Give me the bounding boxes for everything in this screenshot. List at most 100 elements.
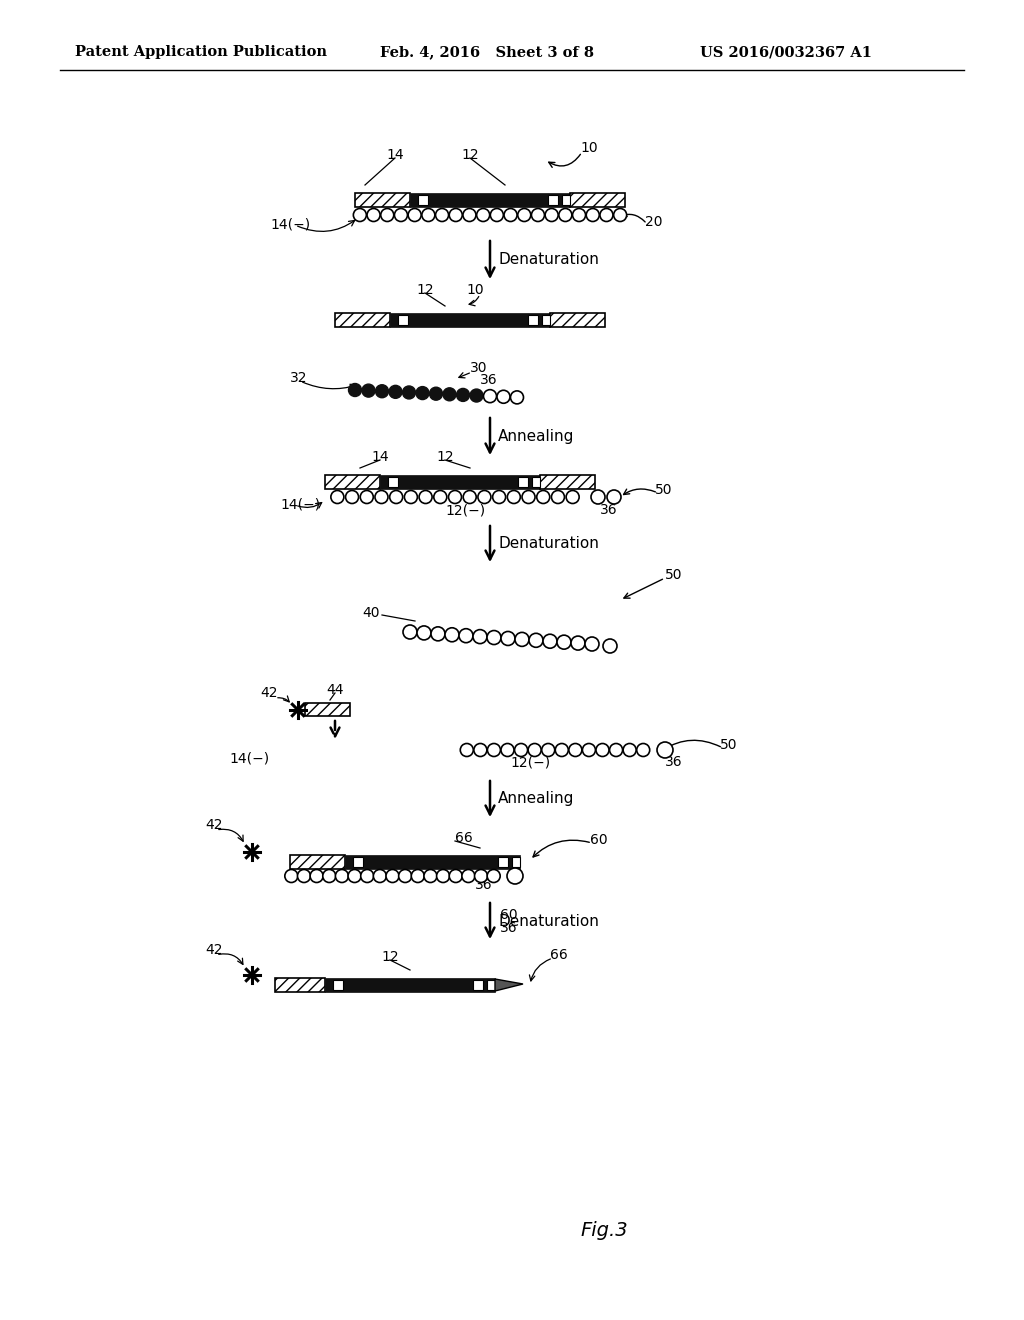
Bar [398, 315, 408, 325]
Bar [498, 857, 508, 867]
Circle shape [419, 491, 432, 503]
Circle shape [493, 491, 506, 503]
Bar [518, 477, 528, 487]
Text: 36: 36 [500, 921, 517, 935]
Circle shape [555, 743, 568, 756]
Text: 50: 50 [655, 483, 673, 498]
Text: Patent Application Publication: Patent Application Publication [75, 45, 327, 59]
Circle shape [637, 743, 649, 756]
Circle shape [566, 491, 580, 503]
Circle shape [476, 209, 489, 222]
Circle shape [507, 491, 520, 503]
Circle shape [285, 870, 298, 883]
Bar [570, 193, 625, 207]
Circle shape [501, 743, 514, 756]
Circle shape [348, 870, 361, 883]
Circle shape [478, 491, 490, 503]
Circle shape [542, 743, 555, 756]
Circle shape [515, 632, 529, 647]
Bar [353, 857, 362, 867]
Circle shape [483, 389, 497, 403]
Text: 36: 36 [600, 503, 617, 517]
Bar [290, 855, 345, 869]
Circle shape [501, 631, 515, 645]
Bar [550, 313, 605, 327]
Circle shape [507, 869, 523, 884]
Circle shape [435, 209, 449, 222]
Bar [410, 193, 570, 207]
Text: Fig.3: Fig.3 [580, 1221, 628, 1239]
Bar [275, 978, 325, 993]
Text: 30: 30 [470, 360, 487, 375]
Circle shape [310, 870, 324, 883]
Bar [305, 704, 350, 715]
Text: 36: 36 [665, 755, 683, 770]
Circle shape [404, 491, 418, 503]
Text: 12: 12 [461, 148, 479, 162]
Circle shape [657, 742, 673, 758]
Circle shape [457, 388, 469, 401]
Circle shape [557, 635, 571, 649]
Circle shape [515, 743, 527, 756]
Text: 40: 40 [362, 606, 380, 620]
Circle shape [487, 743, 501, 756]
Circle shape [473, 630, 487, 644]
Bar [355, 193, 410, 207]
Circle shape [422, 209, 435, 222]
Text: 14: 14 [386, 148, 403, 162]
Text: Denaturation: Denaturation [498, 252, 599, 268]
Bar [325, 978, 495, 993]
Circle shape [360, 870, 374, 883]
Text: 66: 66 [455, 832, 473, 845]
Text: 12(−): 12(−) [445, 503, 485, 517]
Circle shape [449, 491, 462, 503]
Circle shape [504, 209, 517, 222]
Text: 42: 42 [205, 942, 222, 957]
Text: 50: 50 [665, 568, 683, 582]
Circle shape [463, 209, 476, 222]
Circle shape [412, 870, 424, 883]
Circle shape [591, 490, 605, 504]
Circle shape [603, 639, 617, 653]
Circle shape [416, 387, 429, 400]
Text: Denaturation: Denaturation [498, 913, 599, 928]
Circle shape [462, 870, 475, 883]
Text: 14: 14 [371, 450, 389, 465]
Circle shape [353, 209, 367, 222]
Circle shape [607, 490, 621, 504]
Circle shape [459, 628, 473, 643]
Bar [540, 475, 595, 488]
Circle shape [571, 636, 585, 649]
Bar [390, 313, 550, 327]
Bar [418, 195, 428, 205]
Text: 60: 60 [590, 833, 607, 847]
Bar [335, 313, 390, 327]
Circle shape [460, 743, 473, 756]
Circle shape [345, 491, 358, 503]
Text: 12: 12 [381, 950, 398, 964]
Text: 14(−): 14(−) [270, 218, 310, 232]
Bar [528, 315, 538, 325]
Circle shape [552, 491, 564, 503]
Circle shape [323, 870, 336, 883]
Circle shape [529, 634, 543, 647]
Text: Feb. 4, 2016   Sheet 3 of 8: Feb. 4, 2016 Sheet 3 of 8 [380, 45, 594, 59]
Circle shape [450, 870, 462, 883]
Text: US 2016/0032367 A1: US 2016/0032367 A1 [700, 45, 872, 59]
Bar [388, 477, 398, 487]
Bar [333, 979, 343, 990]
Text: 12: 12 [416, 282, 434, 297]
Text: 60: 60 [500, 908, 517, 921]
Circle shape [518, 209, 530, 222]
Circle shape [537, 491, 550, 503]
Circle shape [367, 209, 380, 222]
Text: 14(−): 14(−) [229, 751, 270, 766]
Circle shape [474, 743, 486, 756]
Text: 12(−): 12(−) [510, 755, 550, 770]
Circle shape [569, 743, 582, 756]
Circle shape [450, 209, 462, 222]
Circle shape [389, 385, 402, 399]
Text: Annealing: Annealing [498, 429, 574, 444]
Text: 14(−): 14(−) [280, 498, 321, 512]
Bar [532, 477, 540, 487]
